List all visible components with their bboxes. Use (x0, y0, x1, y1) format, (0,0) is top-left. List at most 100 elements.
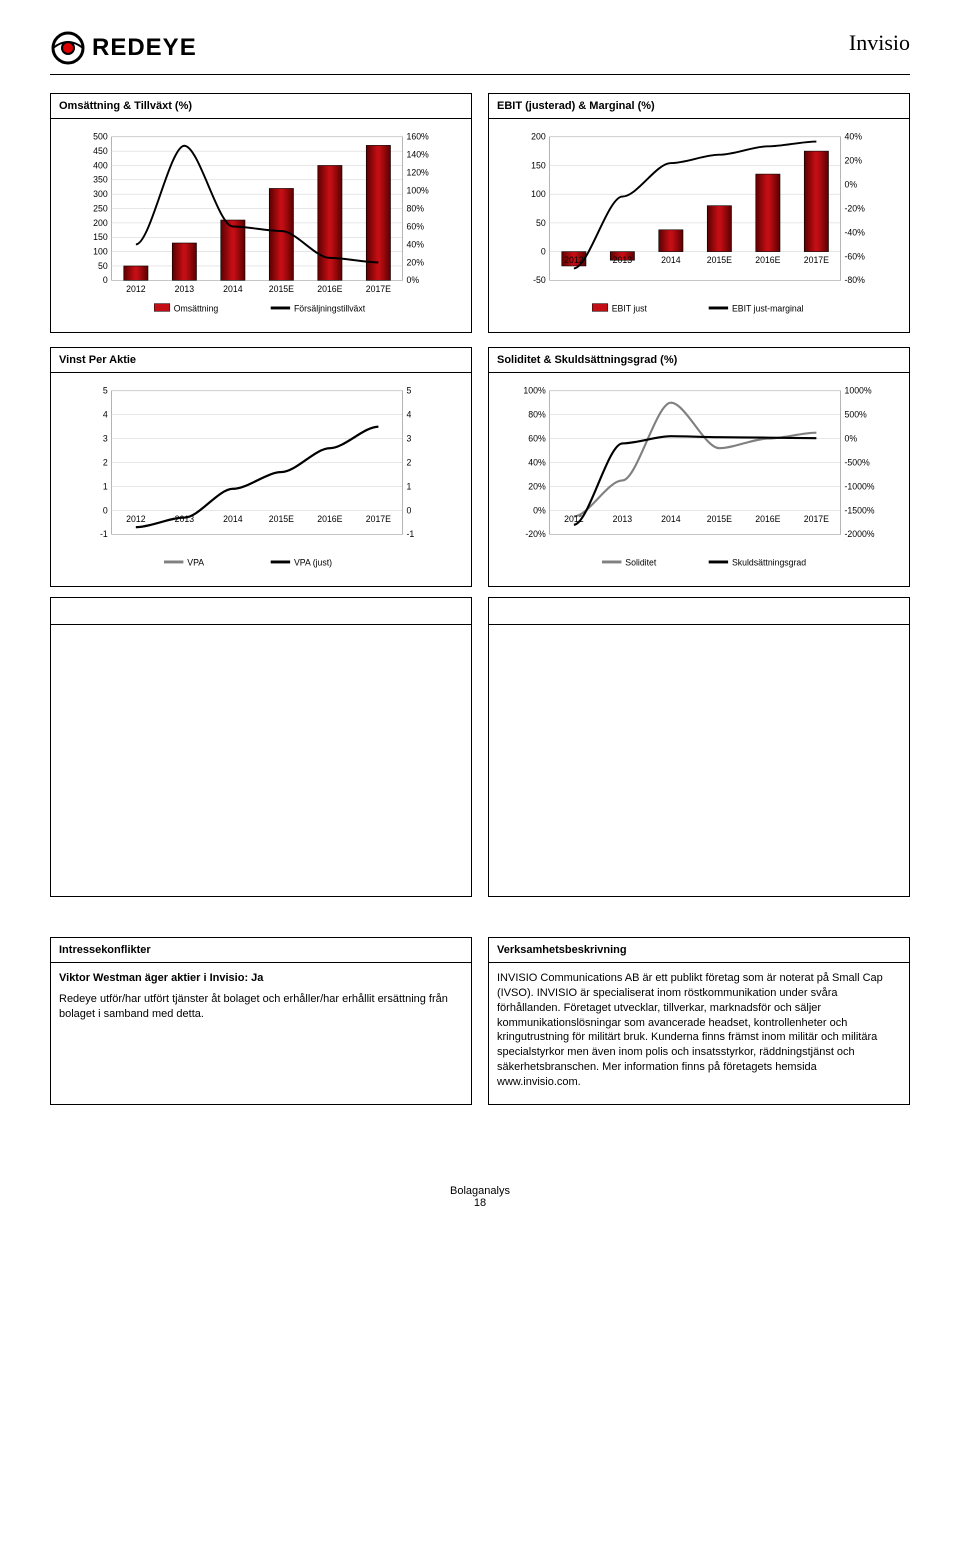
svg-text:100: 100 (93, 247, 108, 257)
svg-text:1: 1 (407, 481, 412, 491)
svg-text:2014: 2014 (661, 255, 681, 265)
header-divider (50, 74, 910, 75)
svg-text:EBIT just-marginal: EBIT just-marginal (732, 303, 804, 313)
page-header: REDEYE Invisio (50, 30, 910, 66)
svg-text:350: 350 (93, 175, 108, 185)
svg-text:EBIT just: EBIT just (612, 303, 648, 313)
chart-body: 0501001502002503003504004505000%20%40%60… (51, 119, 471, 329)
svg-text:2015E: 2015E (269, 514, 294, 524)
svg-text:2017E: 2017E (366, 514, 391, 524)
svg-text:-500%: -500% (845, 457, 870, 467)
svg-text:0: 0 (103, 505, 108, 515)
svg-text:2016E: 2016E (317, 284, 342, 294)
svg-text:2015E: 2015E (707, 255, 732, 265)
svg-text:400: 400 (93, 160, 108, 170)
svg-text:20%: 20% (845, 156, 863, 166)
svg-text:20%: 20% (407, 257, 425, 267)
svg-text:300: 300 (93, 189, 108, 199)
svg-text:60%: 60% (407, 221, 425, 231)
svg-text:2017E: 2017E (804, 514, 829, 524)
svg-text:4: 4 (103, 410, 108, 420)
svg-text:100%: 100% (407, 186, 430, 196)
svg-text:-1: -1 (100, 529, 108, 539)
svg-text:-2000%: -2000% (845, 529, 875, 539)
svg-text:2016E: 2016E (755, 255, 780, 265)
svg-text:3: 3 (407, 434, 412, 444)
page-footer: Bolaganalys 18 (50, 1185, 910, 1209)
svg-text:80%: 80% (528, 410, 546, 420)
svg-text:2015E: 2015E (707, 514, 732, 524)
empty-cell-right (488, 597, 910, 897)
description-box: Verksamhetsbeskrivning INVISIO Communica… (488, 937, 910, 1105)
svg-text:0%: 0% (533, 505, 546, 515)
svg-text:40%: 40% (407, 239, 425, 249)
charts-row-2: Vinst Per Aktie -1012345-101234520122013… (50, 347, 910, 587)
svg-text:0: 0 (541, 247, 546, 257)
svg-text:Omsättning: Omsättning (174, 303, 219, 313)
svg-text:-20%: -20% (845, 203, 866, 213)
svg-text:-1000%: -1000% (845, 481, 875, 491)
chart-body: -1012345-10123452012201320142015E2016E20… (51, 373, 471, 583)
svg-text:1: 1 (103, 481, 108, 491)
description-title: Verksamhetsbeskrivning (489, 938, 909, 963)
svg-text:60%: 60% (528, 434, 546, 444)
svg-text:2017E: 2017E (366, 284, 391, 294)
company-name: Invisio (849, 30, 910, 56)
svg-text:-80%: -80% (845, 275, 866, 285)
svg-text:100: 100 (531, 189, 546, 199)
svg-text:500%: 500% (845, 410, 868, 420)
svg-text:2: 2 (103, 457, 108, 467)
svg-text:20%: 20% (528, 481, 546, 491)
svg-text:0: 0 (103, 275, 108, 285)
chart-body: -50050100150200-80%-60%-40%-20%0%20%40%2… (489, 119, 909, 329)
charts-row-1: Omsättning & Tillväxt (%) 05010015020025… (50, 93, 910, 333)
redeye-logo-icon (50, 30, 86, 66)
chart-title: Soliditet & Skuldsättningsgrad (%) (489, 348, 909, 373)
chart-vpa: Vinst Per Aktie -1012345-101234520122013… (50, 347, 472, 587)
svg-text:2016E: 2016E (755, 514, 780, 524)
svg-text:VPA: VPA (187, 557, 204, 567)
conflicts-title: Intressekonflikter (51, 938, 471, 963)
svg-text:5: 5 (103, 386, 108, 396)
svg-text:-40%: -40% (845, 227, 866, 237)
svg-text:2013: 2013 (175, 514, 195, 524)
description-text: INVISIO Communications AB är ett publikt… (497, 971, 901, 1090)
chart-revenue-growth: Omsättning & Tillväxt (%) 05010015020025… (50, 93, 472, 333)
svg-text:200: 200 (93, 218, 108, 228)
empty-cell-left (50, 597, 472, 897)
svg-text:Soliditet: Soliditet (625, 557, 657, 567)
footer-line-2: 18 (50, 1197, 910, 1209)
svg-text:2012: 2012 (564, 514, 584, 524)
conflicts-body: Viktor Westman äger aktier i Invisio: Ja… (51, 963, 471, 1036)
redeye-logo: REDEYE (50, 30, 197, 66)
svg-text:VPA (just): VPA (just) (294, 557, 332, 567)
svg-text:250: 250 (93, 203, 108, 213)
svg-text:2012: 2012 (126, 514, 146, 524)
description-body: INVISIO Communications AB är ett publikt… (489, 963, 909, 1104)
svg-text:40%: 40% (845, 132, 863, 142)
svg-text:-20%: -20% (525, 529, 546, 539)
svg-text:0%: 0% (845, 180, 858, 190)
svg-text:2013: 2013 (613, 255, 633, 265)
chart-title: Omsättning & Tillväxt (%) (51, 94, 471, 119)
svg-text:2: 2 (407, 457, 412, 467)
svg-text:2012: 2012 (564, 255, 584, 265)
svg-text:500: 500 (93, 132, 108, 142)
conflicts-text: Redeye utför/har utfört tjänster åt bola… (59, 992, 463, 1022)
svg-text:1000%: 1000% (845, 386, 872, 396)
svg-text:2012: 2012 (126, 284, 146, 294)
chart-body: -20%0%20%40%60%80%100%-2000%-1500%-1000%… (489, 373, 909, 583)
svg-text:50: 50 (98, 261, 108, 271)
svg-text:2013: 2013 (175, 284, 195, 294)
svg-text:5: 5 (407, 386, 412, 396)
svg-text:2015E: 2015E (269, 284, 294, 294)
svg-text:100%: 100% (523, 386, 546, 396)
chart-title: Vinst Per Aktie (51, 348, 471, 373)
svg-text:160%: 160% (407, 132, 430, 142)
svg-text:0%: 0% (407, 275, 420, 285)
svg-text:Försäljningstillväxt: Försäljningstillväxt (294, 303, 366, 313)
svg-text:2013: 2013 (613, 514, 633, 524)
redeye-logo-text: REDEYE (92, 34, 197, 62)
svg-text:2014: 2014 (223, 284, 243, 294)
chart-soliditet: Soliditet & Skuldsättningsgrad (%) -20% 0… (488, 347, 910, 587)
